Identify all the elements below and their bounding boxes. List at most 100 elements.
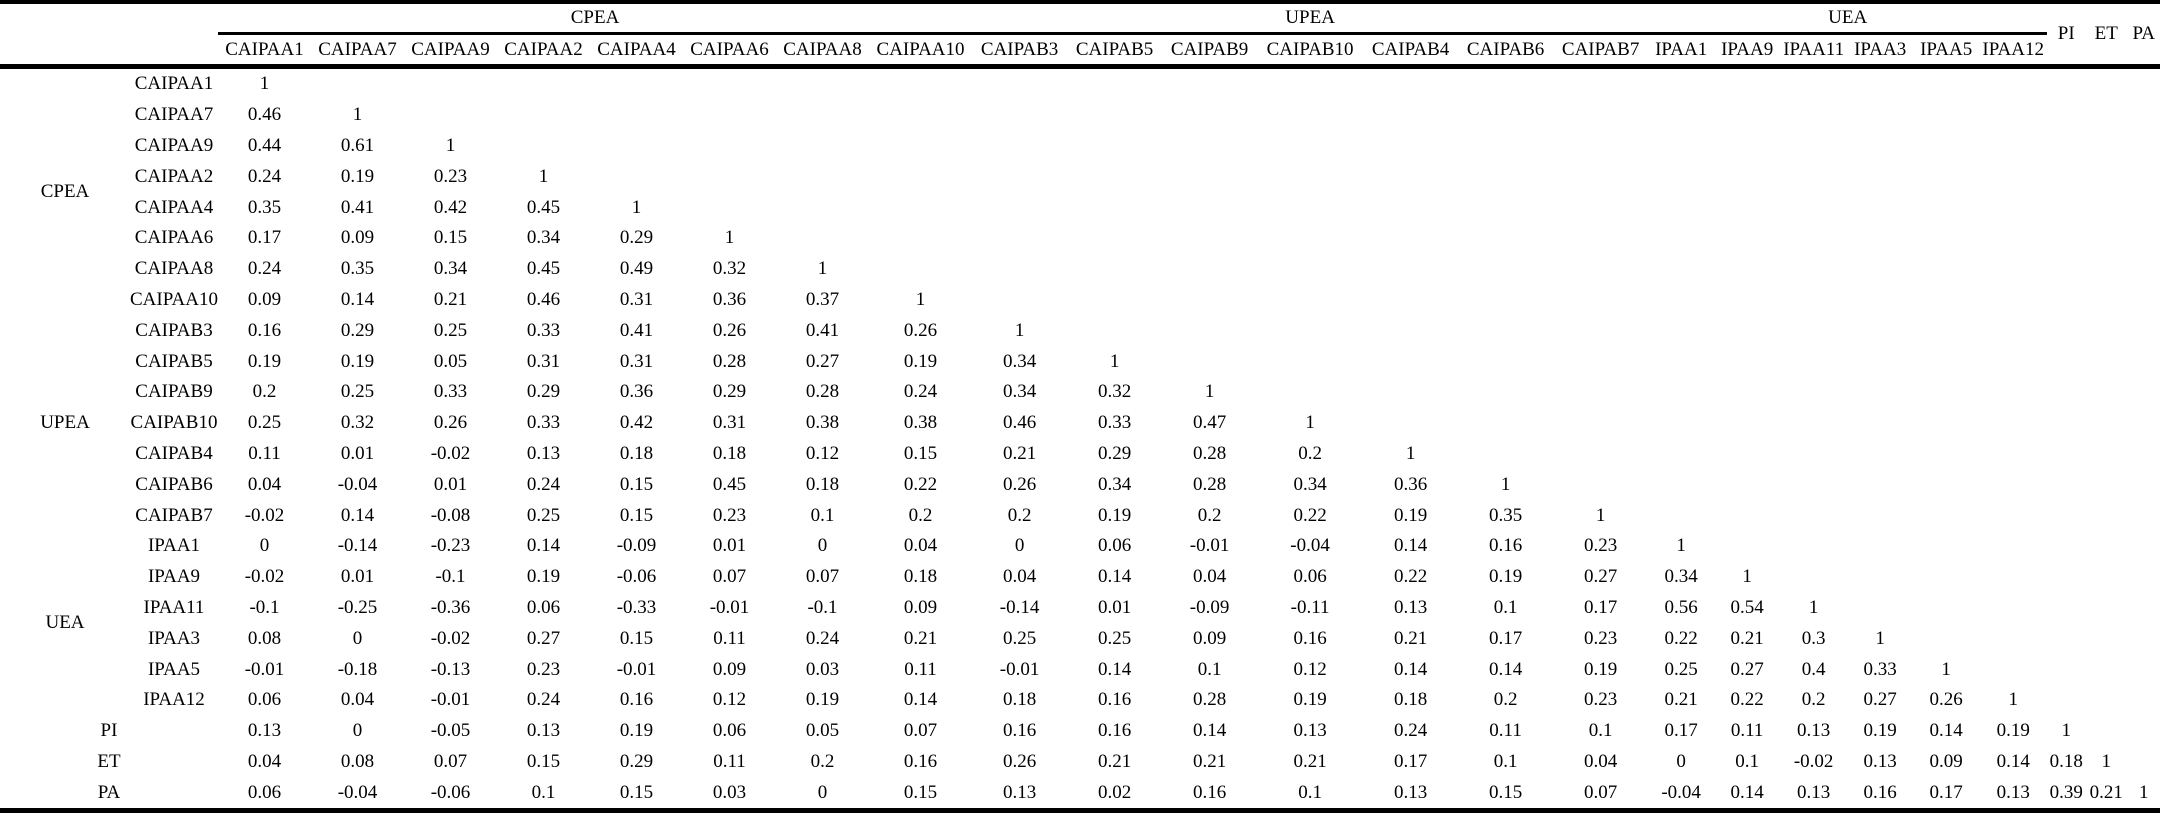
empty-cell <box>1847 500 1913 531</box>
empty-cell <box>1913 469 1979 500</box>
correlation-cell: 0.26 <box>903 319 938 341</box>
correlation-cell: 0.14 <box>1488 658 1523 680</box>
correlation-cell: 0.1 <box>1588 720 1613 742</box>
empty-cell <box>1979 285 2047 316</box>
correlation-cell: 0.19 <box>340 350 375 372</box>
empty-cell <box>2127 469 2160 500</box>
correlation-cell: 0.11 <box>1489 720 1522 742</box>
correlation-cell: -0.14 <box>999 596 1040 618</box>
empty-cell <box>1714 469 1780 500</box>
correlation-cell: 0.25 <box>433 319 468 341</box>
correlation-cell: 0.14 <box>340 288 375 310</box>
empty-cell <box>1648 100 1714 131</box>
empty-cell <box>1714 131 1780 162</box>
column-header-et: ET <box>2085 0 2128 69</box>
empty-cell <box>1162 100 1257 131</box>
correlation-cell: 0.28 <box>1192 442 1227 464</box>
correlation-cell: 0.15 <box>619 627 654 649</box>
empty-cell <box>1979 469 2047 500</box>
empty-cell <box>1257 285 1363 316</box>
correlation-cell: 0.06 <box>1293 566 1327 588</box>
correlation-cell: 0.25 <box>1002 627 1037 649</box>
empty-cell <box>1979 254 2047 285</box>
correlation-cell: 0 <box>352 720 363 742</box>
empty-cell <box>2047 161 2085 192</box>
correlation-cell: 0.09 <box>340 227 375 249</box>
correlation-cell: 0.18 <box>903 566 938 588</box>
correlation-cell: 0.06 <box>526 596 561 618</box>
table-row: CPEA CAIPAA1 1 <box>0 67 2160 202</box>
empty-cell <box>2047 285 2085 316</box>
empty-cell <box>2047 131 2085 162</box>
correlation-cell: 0.46 <box>1002 412 1037 434</box>
correlation-cell: 0.17 <box>1488 627 1523 649</box>
correlation-cell: -0.01 <box>999 658 1040 680</box>
correlation-cell: 0.16 <box>903 750 938 772</box>
empty-cell <box>1780 500 1847 531</box>
empty-cell <box>1780 285 1847 316</box>
correlation-cell: -0.33 <box>616 596 657 618</box>
empty-cell <box>2127 131 2160 162</box>
correlation-cell: 0.17 <box>1913 777 1980 814</box>
correlation-cell: -0.13 <box>430 658 471 680</box>
correlation-cell: 0.12 <box>712 689 747 711</box>
column-group-header-uea: UEA <box>1648 0 2048 35</box>
correlation-cell: 0.16 <box>1293 627 1327 649</box>
empty-cell <box>2085 192 2127 223</box>
correlation-cell: 0.27 <box>526 627 561 649</box>
correlation-cell: 1 <box>1500 473 1511 495</box>
empty-cell <box>1979 315 2047 346</box>
correlation-cell: 0.19 <box>1583 658 1618 680</box>
correlation-cell: 0.1 <box>1735 750 1760 772</box>
correlation-cell: 0.16 <box>1488 535 1523 557</box>
empty-cell <box>1913 593 1979 624</box>
empty-cell <box>1913 346 1979 377</box>
row-label-caipaa8: CAIPAA8 <box>134 258 214 280</box>
column-header-caipab4: CAIPAB4 <box>1363 33 1459 69</box>
empty-cell <box>2127 593 2160 624</box>
correlation-cell: -0.25 <box>337 596 378 618</box>
correlation-cell: 0.32 <box>1097 381 1132 403</box>
column-header-caipaa10: CAIPAA10 <box>869 33 973 69</box>
empty-cell <box>590 131 683 162</box>
empty-cell <box>1780 223 1847 254</box>
correlation-cell: 0.14 <box>1393 535 1428 557</box>
correlation-cell: 0.26 <box>1002 473 1037 495</box>
correlation-cell: -0.01 <box>1189 535 1230 557</box>
row-label-caipab3: CAIPAB3 <box>135 319 213 341</box>
correlation-cell: 0.11 <box>713 627 746 649</box>
correlation-cell: 0.19 <box>1488 566 1523 588</box>
correlation-cell: 0.25 <box>1664 658 1698 680</box>
correlation-cell: 0.09 <box>712 658 747 680</box>
empty-cell <box>2047 346 2085 377</box>
table-row: IPAA12 0.06 0.04 -0.01 0.24 0.16 0.12 0.19 0.14 0… <box>0 685 2160 716</box>
correlation-cell: 0.16 <box>1002 720 1037 742</box>
correlation-cell: 0.31 <box>619 350 654 372</box>
correlation-cell: 0.38 <box>903 412 938 434</box>
empty-cell <box>683 131 776 162</box>
empty-cell <box>2085 315 2127 346</box>
correlation-cell: 0.16 <box>1847 777 1914 814</box>
row-label-pa: PA <box>0 777 218 814</box>
empty-cell <box>1067 67 1162 100</box>
correlation-cell: 1 <box>1676 535 1686 557</box>
empty-cell <box>1847 346 1913 377</box>
correlation-cell: 0.15 <box>619 504 654 526</box>
empty-cell <box>1714 346 1780 377</box>
correlation-cell: 0.01 <box>433 473 468 495</box>
empty-cell <box>2085 346 2127 377</box>
correlation-cell: 0.1 <box>1493 596 1518 618</box>
correlation-cell: 0.23 <box>712 504 747 526</box>
column-header-caipaa6: CAIPAA6 <box>683 33 776 69</box>
correlation-cell: 0.16 <box>619 689 654 711</box>
correlation-cell: 0.04 <box>1192 566 1227 588</box>
correlation-cell: 0.17 <box>247 227 282 249</box>
empty-cell <box>2085 531 2127 562</box>
empty-cell <box>972 285 1067 316</box>
correlation-cell: 0.06 <box>218 777 311 814</box>
empty-cell <box>683 192 776 223</box>
empty-cell <box>2085 500 2127 531</box>
correlation-cell: 0 <box>1014 535 1025 557</box>
correlation-cell: 0.37 <box>805 288 840 310</box>
empty-cell <box>1913 562 1979 593</box>
